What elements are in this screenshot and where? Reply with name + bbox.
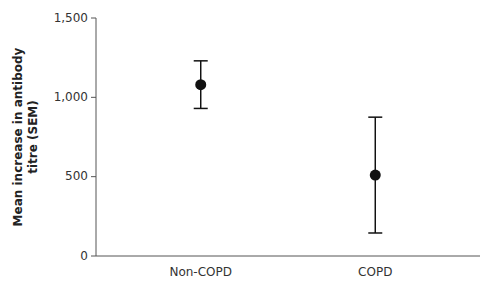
mean-marker bbox=[370, 170, 381, 181]
mean-marker bbox=[195, 79, 206, 90]
y-tick bbox=[91, 18, 96, 19]
y-tick-label: 1,000 bbox=[54, 90, 88, 104]
y-axis-line bbox=[96, 18, 97, 256]
plot-area bbox=[194, 61, 383, 233]
y-tick-label: 0 bbox=[80, 249, 88, 263]
error-cap-lower bbox=[368, 232, 382, 234]
y-axis-title-line: titre (SEM) bbox=[26, 100, 40, 174]
x-tick-label: Non-COPD bbox=[169, 265, 232, 279]
y-tick-label: 500 bbox=[65, 169, 88, 183]
error-cap-lower bbox=[194, 108, 208, 110]
y-tick bbox=[91, 176, 96, 177]
error-cap-upper bbox=[194, 60, 208, 62]
y-tick-label: 1,500 bbox=[54, 11, 88, 25]
chart: 0 500 1,000 1,500 Non-COPD COPD Mean increase … bbox=[0, 0, 500, 300]
x-axis-line bbox=[96, 256, 480, 257]
y-tick bbox=[91, 97, 96, 98]
y-axis-title: Mean increase in antibodytitre (SEM) bbox=[11, 47, 40, 226]
y-tick bbox=[91, 256, 96, 257]
error-cap-upper bbox=[368, 116, 382, 118]
y-axis-title-line: Mean increase in antibody bbox=[11, 47, 25, 226]
x-tick-label: COPD bbox=[358, 265, 392, 279]
